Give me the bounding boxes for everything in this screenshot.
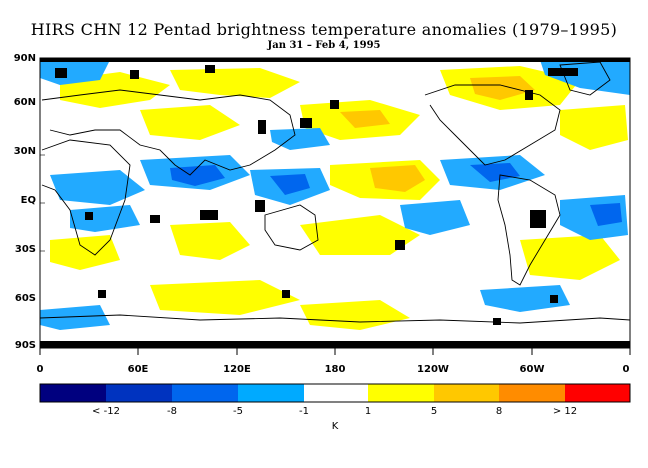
lat-label-eq: EQ bbox=[20, 195, 36, 206]
lat-label-90n: 90N bbox=[13, 53, 36, 64]
coast-eurasia bbox=[41, 89, 296, 176]
patch-antarctic bbox=[300, 300, 410, 330]
coast-antarctica bbox=[40, 314, 630, 324]
colorbar-swatch bbox=[238, 384, 304, 402]
colorbar-label: -5 bbox=[233, 406, 243, 417]
colorbar-swatch bbox=[106, 384, 172, 402]
colorbar-swatch bbox=[40, 384, 106, 402]
orange-anomaly-cores bbox=[340, 76, 535, 192]
missing-block bbox=[150, 215, 160, 223]
strong-cold-cores bbox=[170, 163, 622, 226]
lat-label-30s: 30S bbox=[14, 244, 36, 255]
colorbar bbox=[39, 383, 631, 403]
patch-antarctic-west bbox=[40, 305, 110, 330]
lon-ticks bbox=[39, 348, 631, 355]
core-pacific-eq bbox=[370, 165, 425, 192]
colorbar-label: < -12 bbox=[92, 406, 120, 417]
map-subtitle: Jan 31 – Feb 4, 1995 bbox=[267, 40, 381, 51]
patch-south-pacific-west bbox=[400, 200, 470, 235]
colorbar-label: -8 bbox=[167, 406, 177, 417]
lat-label-90s: 90S bbox=[14, 340, 36, 351]
colorbar-label: > 12 bbox=[552, 406, 578, 417]
missing-block bbox=[530, 210, 546, 228]
missing-block bbox=[200, 210, 218, 220]
lon-label-60w: 60W bbox=[519, 364, 545, 375]
lon-label-120w: 120W bbox=[417, 364, 449, 375]
colorbar-swatch bbox=[172, 384, 238, 402]
core-indian-eq bbox=[170, 165, 225, 186]
lon-label-120e: 120E bbox=[223, 364, 251, 375]
colorbar-swatch bbox=[304, 384, 368, 402]
colorbar-swatch bbox=[499, 384, 565, 402]
patch-south-pacific bbox=[300, 215, 420, 255]
lat-label-60s: 60S bbox=[14, 293, 36, 304]
coastlines bbox=[40, 61, 630, 324]
patch-mid-north-pacific bbox=[270, 128, 330, 150]
map-title: HIRS CHN 12 Pentad brightness temperatur… bbox=[30, 20, 618, 39]
anomaly-field bbox=[40, 58, 630, 348]
colorbar-frame bbox=[39, 383, 631, 403]
missing-block bbox=[493, 318, 501, 325]
missing-block bbox=[255, 200, 265, 212]
lon-label-0-east: 0 bbox=[622, 364, 630, 375]
coast-greenland bbox=[559, 61, 611, 96]
missing-block bbox=[395, 240, 405, 250]
colorbar-label: 5 bbox=[430, 406, 438, 417]
patch-southern-ocean bbox=[150, 280, 300, 315]
core-pacific-north bbox=[340, 110, 390, 128]
missing-block bbox=[130, 70, 139, 79]
colorbar-label: 8 bbox=[495, 406, 503, 417]
coast-africa bbox=[41, 139, 131, 256]
coast-north-america bbox=[424, 84, 561, 166]
patch-s-africa bbox=[50, 235, 120, 270]
colorbar-label: 1 bbox=[364, 406, 372, 417]
missing-block bbox=[300, 118, 312, 128]
patch-s-indian bbox=[70, 205, 140, 232]
missing-block bbox=[98, 290, 106, 298]
core-east-pacific bbox=[470, 163, 520, 182]
patch-south-america bbox=[520, 235, 620, 280]
missing-block bbox=[55, 68, 67, 78]
core-s-atlantic bbox=[590, 203, 622, 226]
patch-arctic-europe bbox=[40, 60, 110, 85]
colorbar-label: -1 bbox=[299, 406, 309, 417]
colorbar-swatch bbox=[434, 384, 499, 402]
coast-australia bbox=[264, 204, 319, 251]
missing-block bbox=[525, 90, 533, 100]
patch-atlantic bbox=[560, 105, 628, 150]
colorbar-unit: K bbox=[331, 421, 339, 432]
missing-band-north bbox=[40, 58, 630, 62]
lat-gridlines bbox=[40, 154, 45, 252]
missing-block bbox=[550, 295, 558, 303]
lat-label-30n: 30N bbox=[13, 146, 36, 157]
colorbar-swatch bbox=[565, 384, 630, 402]
missing-block bbox=[330, 100, 339, 109]
lon-label-60e: 60E bbox=[127, 364, 149, 375]
missing-block bbox=[85, 212, 93, 220]
patch-asia-mid bbox=[140, 105, 240, 140]
patch-southern-ocean-2 bbox=[480, 285, 570, 312]
lon-label-0: 0 bbox=[36, 364, 44, 375]
lon-label-180: 180 bbox=[324, 364, 346, 375]
core-maritime bbox=[270, 174, 310, 195]
patch-indian bbox=[170, 222, 250, 260]
missing-block bbox=[282, 290, 290, 298]
missing-band-south bbox=[40, 341, 630, 348]
patch-africa-eq bbox=[50, 170, 145, 205]
colorbar-swatch bbox=[368, 384, 434, 402]
coast-south-america bbox=[497, 174, 561, 286]
patch-asia-north bbox=[170, 68, 300, 98]
lat-label-60n: 60N bbox=[13, 97, 36, 108]
missing-block bbox=[258, 120, 266, 134]
core-n-america bbox=[470, 76, 535, 100]
missing-block bbox=[205, 65, 215, 73]
